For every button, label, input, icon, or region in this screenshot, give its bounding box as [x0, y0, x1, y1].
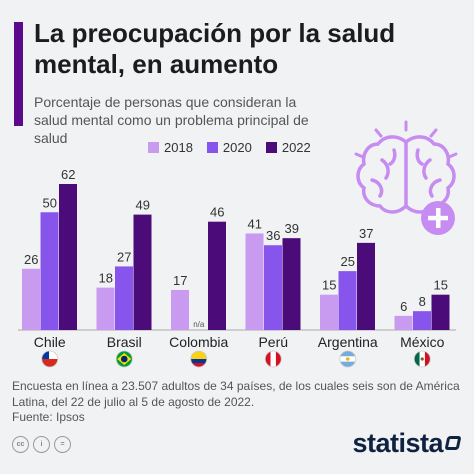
bar-colombia-2018 [171, 289, 189, 330]
category-label-brasil: Brasil [107, 334, 142, 350]
chart-subtitle: Porcentaje de personas que consideran la… [34, 94, 309, 146]
category-label-méxico: México [400, 334, 445, 350]
mexico-flag-icon [414, 351, 431, 367]
chart-title: La preocupación por la salud mental, en … [34, 18, 396, 79]
peru-flag-icon [265, 351, 282, 367]
data-label-brasil-2018: 18 [99, 271, 113, 286]
colombia-flag-icon [190, 351, 207, 367]
license-icons: cc i = [12, 436, 71, 453]
legend-item-2020: 2020 [206, 140, 252, 155]
bar-chile-2020 [40, 212, 59, 330]
statista-logo[interactable]: statista [352, 428, 462, 459]
statista-mark-icon [444, 436, 462, 450]
legend-item-2018: 2018 [148, 140, 193, 155]
flag-outline [190, 350, 208, 368]
data-label-méxico-2018: 6 [400, 299, 407, 314]
data-label-colombia-2018: 17 [173, 273, 187, 288]
bar-brasil-2018 [96, 287, 115, 330]
bar-chile-2018 [22, 268, 40, 330]
legend-label-2022: 2022 [281, 140, 311, 155]
bar-colombia-2022 [208, 221, 226, 330]
data-label-argentina-2020: 25 [341, 254, 355, 269]
data-label-méxico-2020: 8 [419, 294, 426, 309]
data-label-perú-2020: 36 [266, 228, 280, 243]
legend-swatch-2018 [148, 142, 159, 153]
brain-icon [354, 120, 458, 235]
data-label-méxico-2022: 15 [434, 278, 448, 293]
legend-item-2022: 2022 [265, 140, 311, 155]
bar-perú-2020 [264, 245, 282, 330]
brand-label: statista [352, 428, 443, 458]
bar-perú-2018 [245, 233, 264, 330]
legend-swatch-2020 [206, 142, 218, 153]
data-label-perú-2018: 41 [248, 216, 262, 231]
bar-méxico-2022 [431, 294, 450, 330]
accent-bar [14, 22, 23, 126]
bar-brasil-2020 [115, 266, 133, 330]
legend-swatch-2022 [265, 142, 277, 153]
data-label-chile-2022: 62 [61, 167, 75, 182]
data-label-colombia-2022: 46 [210, 205, 224, 220]
source: Fuente: Ipsos [12, 410, 85, 424]
data-label-argentina-2022: 37 [359, 226, 373, 241]
bar-argentina-2022 [357, 242, 375, 330]
category-label-chile: Chile [34, 334, 66, 350]
creative-commons-icon[interactable]: cc [12, 436, 29, 453]
flag-outline [413, 350, 431, 368]
flag-outline [41, 350, 59, 368]
bar-brasil-2022 [133, 214, 152, 330]
data-label-brasil-2022: 49 [136, 198, 150, 213]
flag-outline [115, 350, 133, 368]
legend-label-2018: 2018 [164, 140, 193, 155]
category-label-perú: Perú [258, 334, 288, 350]
category-label-argentina: Argentina [318, 334, 378, 350]
category-label-colombia: Colombia [169, 334, 228, 350]
bar-chile-2022 [59, 184, 77, 330]
flag-outline [264, 350, 282, 368]
bar-argentina-2018 [320, 294, 338, 330]
legend-label-2020: 2020 [222, 140, 252, 155]
data-label-perú-2022: 39 [285, 221, 299, 236]
legend: 2018 2020 2022 [148, 140, 311, 155]
brazil-flag-icon [116, 351, 133, 367]
chart: 26 50 62 Chile 18 27 49 Brasil 17 n/a 46 Colombia 41… [18, 167, 456, 368]
bar-méxico-2018 [394, 315, 413, 330]
bar-perú-2022 [282, 238, 301, 330]
bar-argentina-2020 [338, 271, 357, 330]
argentina-flag-icon [339, 351, 356, 367]
flag-outline [339, 350, 357, 368]
data-label-brasil-2020: 27 [117, 249, 131, 264]
footnote: Encuesta en línea a 23.507 adultos de 34… [12, 379, 460, 409]
data-label-colombia-2020: n/a [193, 320, 205, 329]
data-label-argentina-2018: 15 [322, 278, 336, 293]
data-label-chile-2020: 50 [43, 195, 57, 210]
attribution-icon[interactable]: i [33, 436, 50, 453]
chile-flag-icon [41, 351, 58, 367]
data-label-chile-2018: 26 [24, 252, 38, 267]
bar-méxico-2020 [413, 311, 431, 330]
no-derivatives-icon[interactable]: = [54, 436, 71, 453]
